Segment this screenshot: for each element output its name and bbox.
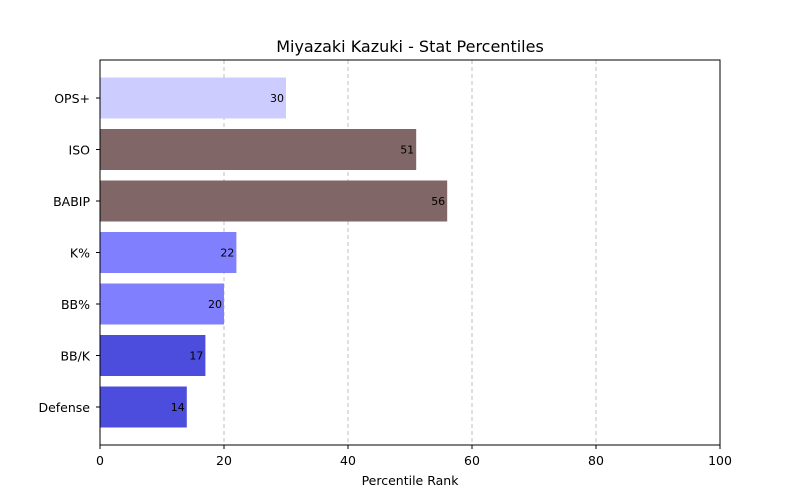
y-tick-label: K% [70, 246, 90, 261]
x-tick-label: 20 [216, 453, 232, 468]
y-tick-label: BB/K [60, 349, 90, 364]
y-tick-label: BABIP [53, 194, 90, 209]
x-axis-label: Percentile Rank [362, 473, 460, 488]
bars [100, 77, 448, 428]
x-tick-label: 0 [96, 453, 104, 468]
bar-k- [100, 232, 237, 273]
chart-title: Miyazaki Kazuki - Stat Percentiles [276, 37, 544, 56]
y-tick-label: OPS+ [54, 91, 90, 106]
bar-babip [100, 180, 448, 222]
y-tick-label: BB% [61, 297, 90, 312]
x-tick-label: 80 [588, 453, 604, 468]
x-tick-label: 40 [340, 453, 356, 468]
x-tick-label: 60 [464, 453, 480, 468]
bar-ops- [100, 77, 286, 119]
y-tick-label: Defense [38, 400, 90, 415]
bar-value-label: 51 [400, 144, 414, 157]
x-tick-label: 100 [708, 453, 732, 468]
bar-value-label: 20 [208, 298, 222, 311]
bar-value-label: 30 [270, 92, 284, 105]
y-axis-ticks: OPS+ ISO BABIP K% BB% BB/K Defense [38, 91, 100, 415]
bar-defense [100, 386, 187, 428]
bar-value-label: 17 [189, 350, 203, 363]
bar-bb-k [100, 335, 206, 376]
bar-value-label: 22 [220, 247, 234, 260]
bar-bb- [100, 283, 224, 325]
bar-value-labels: 30 51 56 22 20 17 14 [171, 92, 445, 414]
y-tick-label: ISO [69, 143, 91, 158]
bar-value-label: 56 [431, 195, 445, 208]
x-axis-ticks: 0 20 40 60 80 100 [96, 445, 732, 468]
bar-iso [100, 129, 417, 170]
bar-value-label: 14 [171, 401, 185, 414]
